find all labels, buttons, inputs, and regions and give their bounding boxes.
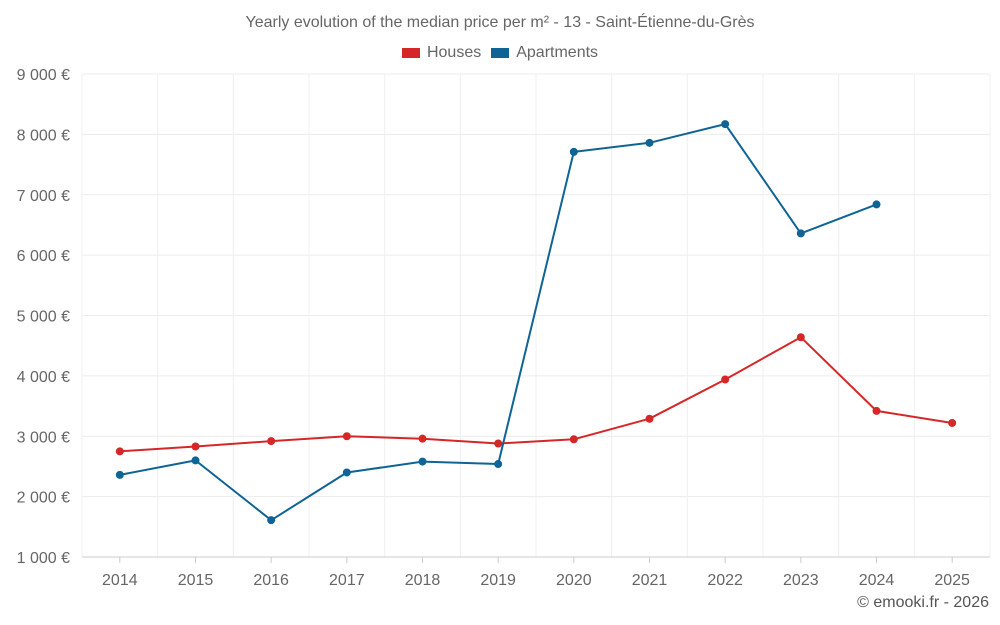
x-tick-label: 2016: [253, 572, 289, 589]
houses-point[interactable]: [721, 375, 730, 384]
houses-point[interactable]: [494, 439, 503, 448]
houses-point[interactable]: [191, 442, 200, 451]
apartments-point[interactable]: [191, 456, 200, 465]
apartments-point[interactable]: [418, 457, 427, 466]
apartments-point[interactable]: [645, 138, 654, 147]
houses-point[interactable]: [267, 437, 276, 446]
houses-point[interactable]: [872, 406, 881, 415]
legend-label-houses: Houses: [426, 44, 482, 61]
y-tick-label: 5 000 €: [17, 309, 70, 326]
houses-point[interactable]: [418, 434, 427, 443]
y-tick-label: 8 000 €: [17, 127, 70, 144]
houses-line: [119, 336, 953, 453]
apartments-point[interactable]: [721, 120, 730, 129]
x-tick-label: 2022: [707, 572, 743, 589]
x-tick-label: 2019: [480, 572, 516, 589]
data-points: [115, 120, 957, 525]
apartments-legend-swatch: [491, 48, 510, 58]
grid-lines: [81, 73, 991, 558]
x-tick-label: 2024: [859, 572, 895, 589]
x-tick-label: 2014: [102, 572, 138, 589]
x-tick-label: 2017: [329, 572, 365, 589]
x-tick-label: 2021: [632, 572, 668, 589]
x-tick-label: 2023: [783, 572, 819, 589]
y-tick-label: 4 000 €: [17, 369, 70, 386]
y-tick-label: 1 000 €: [17, 550, 70, 567]
legend: Houses Apartments: [0, 44, 1000, 62]
apartments-point[interactable]: [569, 147, 578, 156]
y-tick-label: 2 000 €: [17, 490, 70, 507]
houses-point[interactable]: [342, 432, 351, 441]
y-tick-label: 7 000 €: [17, 188, 70, 205]
legend-label-apartments: Apartments: [516, 44, 599, 61]
houses-point[interactable]: [115, 447, 124, 456]
apartments-point[interactable]: [267, 516, 276, 525]
y-tick-label: 9 000 €: [17, 67, 70, 84]
legend-item-houses[interactable]: Houses: [401, 44, 482, 62]
apartments-point[interactable]: [494, 460, 503, 469]
houses-point[interactable]: [796, 333, 805, 342]
houses-legend-swatch: [401, 48, 420, 58]
chart-title: Yearly evolution of the median price per…: [245, 14, 755, 31]
apartments-point[interactable]: [342, 468, 351, 477]
x-tick-label: 2020: [556, 572, 592, 589]
y-tick-label: 6 000 €: [17, 248, 70, 265]
houses-point[interactable]: [569, 435, 578, 444]
apartments-point[interactable]: [872, 200, 881, 209]
houses-point[interactable]: [645, 414, 654, 423]
legend-item-apartments[interactable]: Apartments: [491, 44, 598, 62]
axes: 1 000 € 2 000 € 3 000 € 4 000 € 5 000 € 6 000…: [17, 67, 990, 589]
credit-text: © emooki.fr - 2026: [857, 594, 989, 611]
y-tick-label: 3 000 €: [17, 429, 70, 446]
apartments-point[interactable]: [796, 229, 805, 238]
apartments-point[interactable]: [115, 470, 124, 479]
x-tick-label: 2018: [405, 572, 441, 589]
x-tick-label: 2025: [934, 572, 970, 589]
x-tick-label: 2015: [178, 572, 214, 589]
houses-point[interactable]: [948, 418, 957, 427]
